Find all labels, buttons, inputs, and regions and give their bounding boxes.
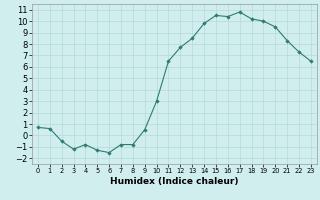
X-axis label: Humidex (Indice chaleur): Humidex (Indice chaleur) [110, 177, 239, 186]
